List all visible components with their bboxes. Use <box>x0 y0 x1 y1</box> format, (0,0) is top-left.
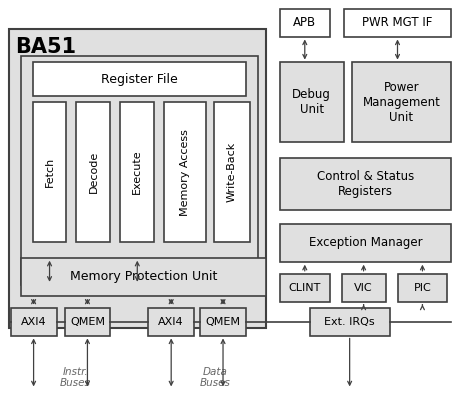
Text: APB: APB <box>293 16 316 29</box>
Bar <box>279 274 329 302</box>
Text: Decode: Decode <box>88 151 98 193</box>
Text: PWR MGT IF: PWR MGT IF <box>362 16 432 29</box>
Text: Power
Management
Unit: Power Management Unit <box>362 81 439 124</box>
Bar <box>164 102 206 242</box>
Bar <box>279 158 450 210</box>
Text: VIC: VIC <box>354 283 372 293</box>
Bar <box>279 224 450 262</box>
Text: Exception Manager: Exception Manager <box>308 236 421 249</box>
Bar <box>76 102 110 242</box>
Text: AXI4: AXI4 <box>158 316 184 326</box>
Bar <box>32 62 245 96</box>
Text: Instr.
Buses: Instr. Buses <box>60 366 91 388</box>
Bar <box>397 274 446 302</box>
Bar <box>20 56 257 285</box>
Text: Write-Back: Write-Back <box>226 142 237 202</box>
Text: BA51: BA51 <box>15 36 75 56</box>
Bar <box>213 102 250 242</box>
Bar <box>343 9 450 36</box>
Text: Ext. IRQs: Ext. IRQs <box>324 316 374 326</box>
Text: Execute: Execute <box>132 150 142 194</box>
Text: Memory Protection Unit: Memory Protection Unit <box>69 270 217 283</box>
Text: Data
Buses: Data Buses <box>199 366 230 388</box>
Text: AXI4: AXI4 <box>21 316 46 326</box>
Bar <box>341 274 385 302</box>
Text: Fetch: Fetch <box>44 157 55 187</box>
Text: PIC: PIC <box>413 283 431 293</box>
Bar <box>32 102 66 242</box>
Bar <box>20 258 265 296</box>
Text: Memory Access: Memory Access <box>180 129 190 216</box>
Bar <box>120 102 154 242</box>
Text: QMEM: QMEM <box>70 316 105 326</box>
Bar <box>279 9 329 36</box>
Bar <box>279 62 343 142</box>
Text: QMEM: QMEM <box>205 316 240 326</box>
Bar <box>351 62 450 142</box>
Text: CLINT: CLINT <box>288 283 320 293</box>
Bar <box>200 308 245 336</box>
Bar <box>64 308 110 336</box>
Text: Debug
Unit: Debug Unit <box>292 88 331 116</box>
Bar <box>9 28 265 328</box>
Bar <box>309 308 388 336</box>
Bar <box>11 308 56 336</box>
Text: Control & Status
Registers: Control & Status Registers <box>316 170 413 198</box>
Text: Register File: Register File <box>100 73 177 86</box>
Bar <box>148 308 194 336</box>
